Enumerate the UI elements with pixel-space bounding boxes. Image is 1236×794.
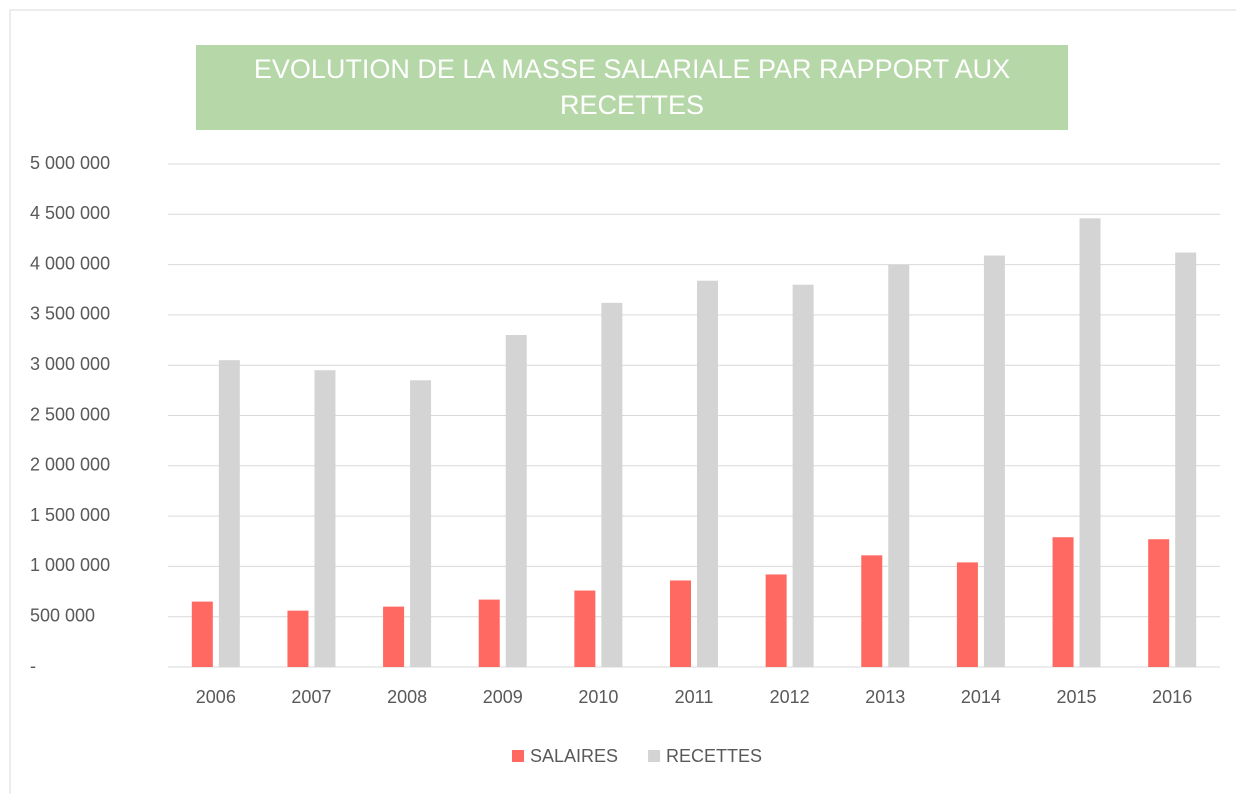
y-tick-label: 4 500 000 xyxy=(30,203,110,223)
bar xyxy=(888,264,910,667)
bar xyxy=(287,610,309,667)
bar xyxy=(792,284,814,667)
x-tick-label: 2015 xyxy=(1057,687,1097,707)
bar xyxy=(983,255,1005,667)
y-tick-label: 500 000 xyxy=(30,605,95,625)
x-tick-label: 2009 xyxy=(483,687,523,707)
bar xyxy=(670,580,691,667)
x-tick-label: 2011 xyxy=(675,687,714,707)
y-tick-label: 3 500 000 xyxy=(30,304,110,324)
bar xyxy=(478,599,500,667)
bar xyxy=(956,562,978,667)
y-tick-label: 5 000 000 xyxy=(30,153,110,173)
x-tick-label: 2013 xyxy=(865,687,905,707)
bar xyxy=(861,555,883,667)
bar xyxy=(574,590,596,667)
bar xyxy=(383,606,405,667)
bar xyxy=(697,280,718,667)
legend-swatch xyxy=(512,750,524,762)
y-tick-label: 2 000 000 xyxy=(30,455,110,475)
x-tick-label: 2010 xyxy=(578,687,618,707)
x-tick-label: 2007 xyxy=(291,687,331,707)
bar xyxy=(1079,218,1101,667)
legend-label: SALAIRES xyxy=(530,746,618,766)
y-tick-label: 2 500 000 xyxy=(30,404,110,424)
y-tick-label: - xyxy=(30,656,36,676)
bar xyxy=(1052,537,1074,667)
bar xyxy=(601,302,623,667)
y-tick-label: 4 000 000 xyxy=(30,253,110,273)
bar xyxy=(191,601,213,667)
y-tick-label: 1 000 000 xyxy=(30,555,110,575)
bar xyxy=(314,370,336,667)
x-tick-label: 2006 xyxy=(196,687,236,707)
x-tick-label: 2008 xyxy=(387,687,427,707)
y-tick-label: 3 000 000 xyxy=(30,354,110,374)
bar xyxy=(1175,252,1197,667)
bar xyxy=(218,360,240,667)
x-tick-label: 2014 xyxy=(961,687,1001,707)
x-tick-label: 2016 xyxy=(1152,687,1192,707)
bar xyxy=(505,335,527,667)
chart-title: EVOLUTION DE LA MASSE SALARIALE PAR RAPP… xyxy=(196,45,1068,130)
x-tick-label: 2012 xyxy=(770,687,810,707)
y-tick-label: 1 500 000 xyxy=(30,505,110,525)
chart-border xyxy=(9,9,1236,794)
legend-swatch xyxy=(648,750,661,762)
legend-label: RECETTES xyxy=(666,746,762,766)
bar xyxy=(765,574,787,667)
bar xyxy=(1148,539,1170,667)
bar xyxy=(410,380,432,667)
